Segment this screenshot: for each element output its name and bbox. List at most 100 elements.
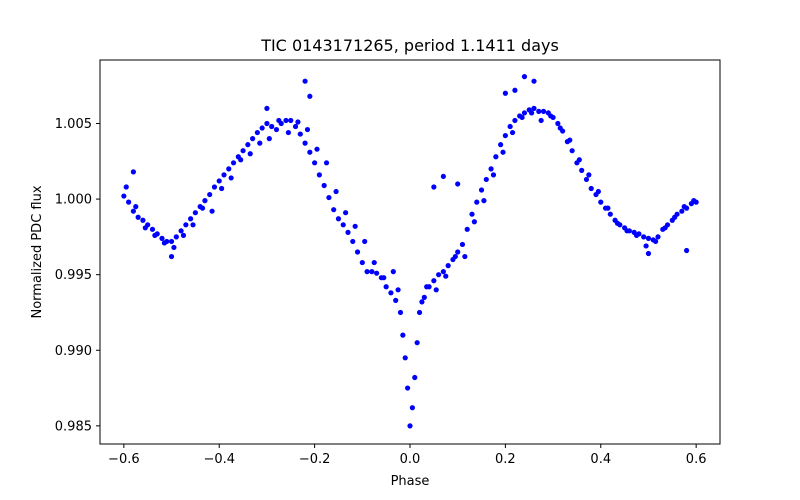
data-point <box>655 234 661 240</box>
plot-frame <box>99 59 721 445</box>
data-point <box>684 247 690 254</box>
data-point <box>364 269 370 275</box>
data-point <box>250 136 256 142</box>
data-point <box>400 332 406 338</box>
data-point <box>207 191 213 198</box>
x-tick-label: −0.6 <box>108 452 140 467</box>
data-point <box>283 117 289 124</box>
x-tick-label: 0.0 <box>400 452 421 467</box>
data-point <box>583 176 590 183</box>
data-point <box>130 169 136 175</box>
data-point <box>624 228 630 234</box>
y-tick-label: 1.000 <box>55 193 92 208</box>
data-point <box>653 238 659 245</box>
data-point <box>431 184 437 190</box>
data-point <box>433 287 439 293</box>
data-point <box>199 205 206 211</box>
data-point <box>452 253 458 260</box>
data-point <box>607 211 613 217</box>
data-point <box>540 108 547 114</box>
data-point <box>202 198 208 204</box>
data-point <box>402 355 408 361</box>
data-point <box>314 146 320 152</box>
data-point <box>471 219 477 225</box>
data-point <box>362 238 368 245</box>
data-point <box>681 204 687 210</box>
data-point <box>161 240 167 246</box>
data-point <box>152 232 158 238</box>
data-point <box>135 214 141 220</box>
data-point <box>409 405 415 411</box>
data-point <box>180 232 187 238</box>
data-point <box>500 149 506 155</box>
data-point <box>168 253 175 260</box>
data-point <box>302 78 308 84</box>
x-tick-label: −0.2 <box>299 452 331 467</box>
x-tick-label: 0.4 <box>590 452 611 467</box>
data-point <box>190 222 196 228</box>
data-point <box>331 207 337 213</box>
data-point <box>350 238 356 245</box>
y-tick-label: 0.985 <box>55 419 92 434</box>
data-point <box>321 182 327 189</box>
y-tick-label: 0.995 <box>55 268 92 283</box>
data-point <box>259 125 265 131</box>
data-point <box>264 105 270 111</box>
data-point <box>273 126 280 133</box>
data-point <box>436 272 442 278</box>
data-point <box>521 74 528 80</box>
data-point <box>424 284 430 290</box>
data-point <box>507 123 513 130</box>
data-point <box>645 250 652 257</box>
data-point <box>416 309 423 316</box>
data-point <box>672 214 678 220</box>
x-tick-label: −0.4 <box>203 452 235 467</box>
data-point <box>266 136 272 142</box>
data-point <box>531 105 537 111</box>
data-point <box>459 241 466 248</box>
data-point <box>431 278 437 284</box>
data-point <box>323 160 330 166</box>
data-point <box>419 299 425 305</box>
data-point <box>126 199 132 205</box>
chart-title: TIC 0143171265, period 1.1411 days <box>260 36 559 55</box>
data-point <box>414 340 420 346</box>
data-point <box>388 290 394 296</box>
data-point <box>645 235 652 241</box>
data-point <box>490 172 497 178</box>
data-point <box>130 208 136 214</box>
data-point <box>588 185 594 192</box>
data-point <box>478 187 485 193</box>
data-point <box>171 244 177 251</box>
data-point <box>405 385 411 391</box>
y-tick-label: 1.005 <box>55 117 92 132</box>
data-point <box>412 374 418 381</box>
data-point <box>598 199 604 205</box>
data-point <box>395 287 401 293</box>
data-point <box>133 204 139 210</box>
y-axis-ticks: 0.985 0.990 0.995 1.000 1.005 <box>55 117 100 434</box>
data-point <box>643 243 649 249</box>
data-point <box>369 269 375 275</box>
x-tick-label: 0.2 <box>495 452 516 467</box>
data-point <box>641 234 647 240</box>
data-point <box>462 253 468 260</box>
data-point <box>254 129 260 136</box>
data-point <box>149 226 156 232</box>
data-point <box>333 188 339 195</box>
data-point <box>440 173 446 180</box>
data-point <box>614 220 621 226</box>
data-point <box>529 110 535 116</box>
data-point <box>123 184 129 190</box>
data-point <box>440 269 446 275</box>
data-point <box>326 194 332 201</box>
data-point <box>509 129 516 136</box>
data-points-layer <box>121 74 699 429</box>
data-point <box>498 142 504 148</box>
data-point <box>288 117 294 124</box>
data-point <box>292 123 299 130</box>
data-point <box>285 129 291 136</box>
data-point <box>483 176 489 183</box>
data-point <box>445 263 451 269</box>
